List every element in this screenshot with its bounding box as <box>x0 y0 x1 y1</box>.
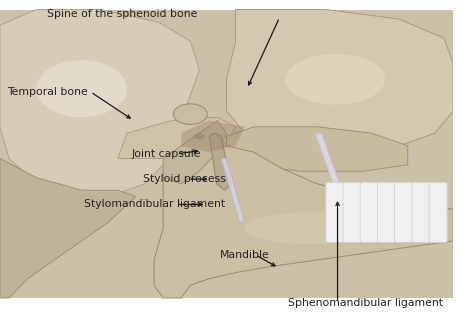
Text: Mandible: Mandible <box>220 250 270 260</box>
FancyBboxPatch shape <box>395 182 413 243</box>
Text: Sphenomandibular ligament: Sphenomandibular ligament <box>288 298 443 308</box>
Text: Joint capsule: Joint capsule <box>131 149 201 159</box>
Polygon shape <box>227 127 408 171</box>
Ellipse shape <box>285 54 385 105</box>
Polygon shape <box>210 133 231 190</box>
Polygon shape <box>181 120 245 152</box>
FancyBboxPatch shape <box>412 182 430 243</box>
Polygon shape <box>163 120 227 184</box>
Polygon shape <box>0 158 136 298</box>
FancyBboxPatch shape <box>343 182 361 243</box>
Ellipse shape <box>36 60 127 117</box>
Polygon shape <box>315 133 344 197</box>
Text: Spine of the sphenoid bone: Spine of the sphenoid bone <box>47 9 197 19</box>
Polygon shape <box>0 10 200 197</box>
Ellipse shape <box>245 212 372 244</box>
Text: Temporal bone: Temporal bone <box>7 87 88 97</box>
Polygon shape <box>118 117 236 158</box>
Ellipse shape <box>173 104 207 125</box>
FancyBboxPatch shape <box>360 182 378 243</box>
FancyBboxPatch shape <box>326 182 344 243</box>
FancyBboxPatch shape <box>377 182 395 243</box>
Polygon shape <box>227 10 453 152</box>
Ellipse shape <box>194 133 205 139</box>
Polygon shape <box>221 158 245 222</box>
FancyBboxPatch shape <box>429 182 447 243</box>
Text: Styloid process: Styloid process <box>143 174 226 184</box>
Polygon shape <box>154 146 453 298</box>
Text: Stylomandibular ligament: Stylomandibular ligament <box>84 199 225 210</box>
